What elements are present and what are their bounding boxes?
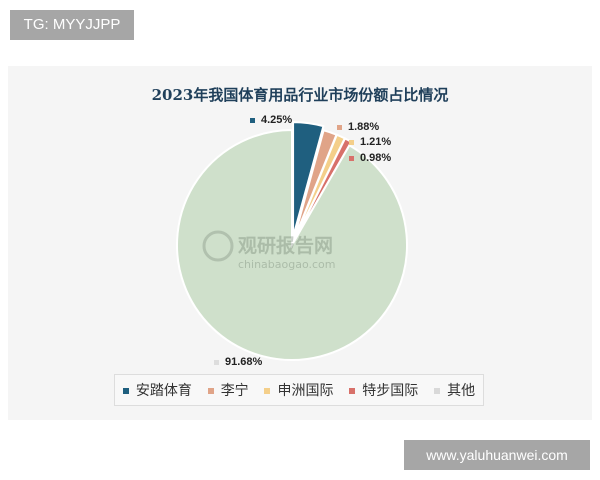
legend: 安踏体育 李宁 申洲国际 特步国际 其他 bbox=[114, 374, 484, 406]
site-label: www.yaluhuanwei.com bbox=[404, 440, 590, 470]
chart-title: 2023年我国体育用品行业市场份额占比情况 bbox=[151, 86, 449, 104]
data-label-lining: 1.88% bbox=[337, 121, 379, 133]
legend-item-anta: 安踏体育 bbox=[122, 380, 192, 400]
swatch-icon bbox=[250, 117, 255, 123]
swatch-icon bbox=[214, 359, 219, 365]
legend-item-xtep: 特步国际 bbox=[349, 380, 418, 400]
svg-text:观研报告网: 观研报告网 bbox=[238, 234, 333, 257]
tg-label: TG: MYYJJPP bbox=[10, 10, 134, 40]
slice-anta bbox=[292, 121, 325, 238]
swatch-icon bbox=[349, 155, 354, 161]
watermark-logo: 观研报告网 chinabaogao.com bbox=[202, 230, 336, 271]
legend-item-lining: 李宁 bbox=[207, 380, 249, 400]
legend-item-others: 其他 bbox=[434, 380, 475, 400]
swatch-icon bbox=[349, 139, 354, 145]
legend-item-shenzhou: 申洲国际 bbox=[264, 380, 333, 400]
data-label-xtep: 0.98% bbox=[349, 152, 391, 164]
data-label-shenzhou: 1.21% bbox=[349, 136, 391, 148]
slice-others bbox=[176, 128, 408, 361]
swatch-icon bbox=[337, 124, 342, 130]
data-label-anta: 4.25% bbox=[250, 114, 292, 126]
svg-text:chinabaogao.com: chinabaogao.com bbox=[238, 258, 336, 271]
data-label-others: 91.68% bbox=[214, 356, 262, 368]
